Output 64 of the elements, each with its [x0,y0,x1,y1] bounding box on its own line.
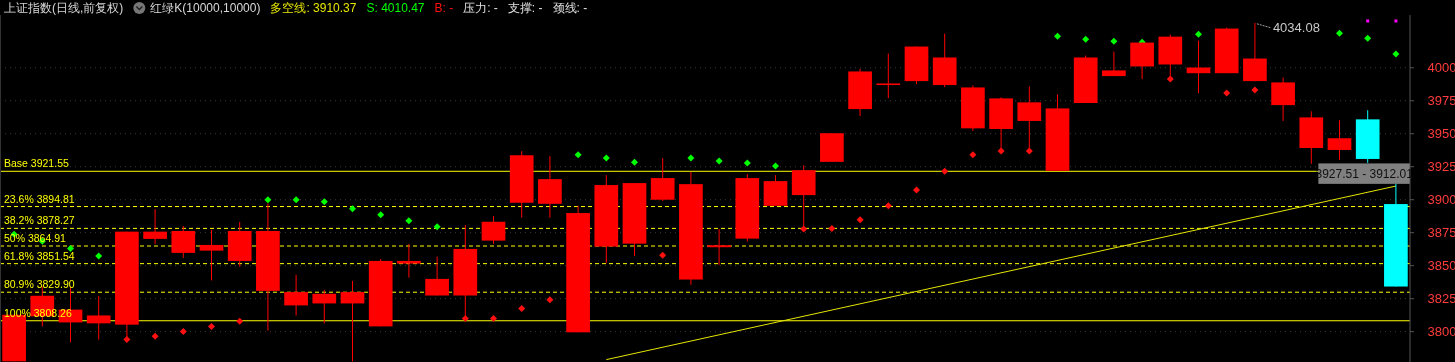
point [349,205,356,213]
ref-line-label: 61.8% 3851.54 [4,249,75,262]
point [969,151,977,159]
y-tick-label: 3800 [1427,324,1455,340]
text: 压力: - [463,1,498,15]
point [1251,86,1259,94]
point [1082,35,1090,43]
point [913,186,920,194]
point [490,314,497,322]
ref-line-label: Base 3921.55 [4,157,69,170]
point [574,151,582,159]
point [631,158,638,166]
text: 颈线: - [552,1,588,15]
point [1366,19,1370,23]
point [659,251,667,259]
y-tick-label: 4000 [1427,60,1455,76]
y-tick-label: 3875 [1427,225,1455,241]
point [602,154,610,162]
ref-line-label: 23.6% 3894.81 [4,192,75,205]
y-tick-label: 3825 [1427,291,1455,307]
point [828,225,836,233]
point [1394,19,1398,23]
point [743,159,751,167]
text: B: - [434,1,454,15]
chart-title: 上证指数(日线,前复权) [4,1,124,15]
point [236,317,244,325]
point [264,196,272,204]
point [433,223,441,231]
point [715,157,723,165]
y-tick-label: 3950 [1427,126,1455,142]
ref-line-label: 50% 3864.91 [4,232,67,245]
point [179,327,187,335]
y-tick-label: 3900 [1427,192,1455,208]
point [856,216,864,224]
point [546,296,554,304]
point [772,162,779,170]
text: 多空线: 3910.37 [270,1,357,15]
point [320,198,328,206]
y-tick-label: 3925 [1427,159,1455,175]
point [95,252,103,260]
ref-line-label: 80.9% 3829.90 [4,278,75,291]
point [518,304,526,312]
point [1054,32,1061,40]
point [1336,29,1343,37]
point [208,322,215,330]
point [884,202,892,210]
text: 支撑: - [507,1,543,15]
point [377,211,385,219]
annotation: 4034.08 [1272,19,1320,35]
ref-line-label: 38.2% 3878.27 [4,214,75,227]
text: S: 4010.47 [366,1,425,15]
chart-subtitle: 红绿K(10000,10000) [150,1,261,15]
point [687,154,695,162]
point [1223,89,1231,97]
point [1110,37,1118,45]
point [941,167,949,175]
y-tick-label: 3975 [1427,93,1455,109]
point [405,217,413,225]
y-tick-label: 3850 [1427,258,1455,274]
point [1195,30,1202,38]
point [1364,34,1372,42]
point [151,332,159,340]
point [292,196,300,204]
point [1392,50,1400,58]
